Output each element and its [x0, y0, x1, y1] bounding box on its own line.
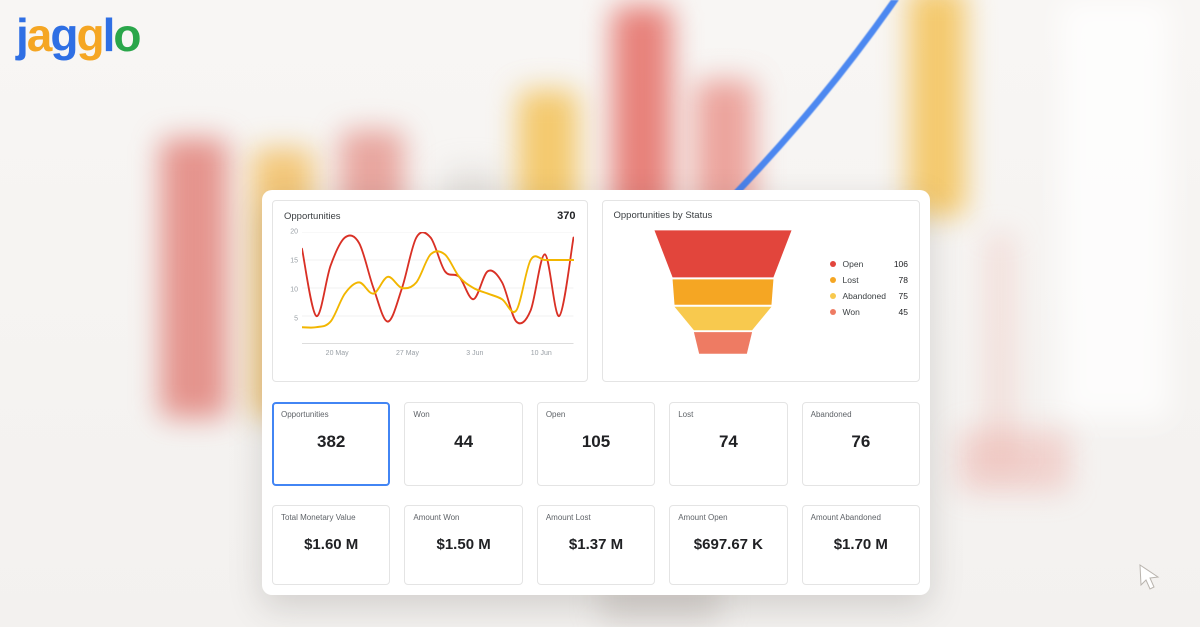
- legend-value: 106: [893, 259, 908, 269]
- amount-card-label: Total Monetary Value: [281, 513, 356, 522]
- logo-letter: a: [26, 9, 53, 61]
- legend-label: Abandoned: [842, 291, 887, 301]
- stat-card-label: Open: [545, 409, 566, 419]
- stat-card-value: 76: [851, 431, 871, 451]
- amount-card-value: $1.50 M: [436, 536, 491, 553]
- stat-card-value: 74: [718, 431, 738, 451]
- amount-card-1[interactable]: Amount Won $1.50 M: [404, 505, 523, 585]
- logo-letter: o: [113, 9, 141, 61]
- x-tick: 10 Jun: [530, 350, 552, 357]
- stat-card-value: 382: [317, 431, 346, 451]
- amount-card-label: Amount Won: [413, 513, 460, 522]
- legend-value: 75: [898, 291, 908, 301]
- x-axis-labels: 20 May 27 May 3 Jun 10 Jun: [302, 350, 576, 357]
- amount-card-0[interactable]: Total Monetary Value $1.60 M: [272, 505, 391, 585]
- amount-card-value: $1.60 M: [304, 536, 359, 553]
- line-chart-area: 20 15 10 5: [290, 229, 574, 348]
- amount-card-value: $1.70 M: [833, 536, 888, 553]
- logo-letter: j: [16, 9, 29, 61]
- opportunities-chart-panel: Opportunities 370 20 15 10 5 20 May 27 M…: [272, 200, 588, 382]
- bg-blob-pink: [958, 430, 1070, 492]
- funnel-legend: Open 106 Lost 78 Abandoned 75: [829, 259, 908, 317]
- y-tick: 5: [294, 315, 298, 323]
- opportunities-panel-title: Opportunities: [284, 210, 341, 222]
- legend-item-won: Won 45: [829, 307, 908, 317]
- legend-label: Lost: [842, 275, 859, 285]
- bg-bar-red-1: [160, 138, 228, 418]
- bg-bar-yellow-2: [908, 0, 966, 216]
- legend-dot-won: [829, 309, 836, 315]
- legend-label: Won: [842, 307, 860, 317]
- mouse-cursor: [1139, 564, 1160, 590]
- legend-item-abandoned: Abandoned 75: [829, 291, 908, 301]
- amount-card-value: $1.37 M: [568, 536, 624, 553]
- stat-card-label: Lost: [678, 409, 694, 419]
- legend-value: 45: [898, 307, 908, 317]
- logo-letter: g: [50, 9, 78, 61]
- legend-value: 78: [898, 275, 908, 285]
- x-tick: 27 May: [395, 350, 419, 357]
- legend-dot-abandoned: [829, 293, 836, 299]
- stat-card-value: 105: [581, 431, 611, 451]
- amount-card-4[interactable]: Amount Abandoned $1.70 M: [801, 505, 921, 585]
- x-tick: 20 May: [325, 350, 349, 357]
- amount-card-label: Amount Lost: [545, 513, 591, 522]
- legend-item-lost: Lost 78: [829, 275, 908, 285]
- status-funnel-panel: Opportunities by Status Open 106 Lost: [601, 200, 920, 382]
- legend-dot-open: [829, 261, 836, 267]
- amount-cards-row: Total Monetary Value $1.60 M Amount Won …: [272, 505, 921, 585]
- bg-bar-pink: [985, 232, 1015, 470]
- legend-label: Open: [842, 259, 864, 269]
- stat-card-label: Opportunities: [281, 409, 329, 419]
- charts-row: Opportunities 370 20 15 10 5 20 May 27 M…: [272, 200, 920, 382]
- amount-card-2[interactable]: Amount Lost $1.37 M: [536, 505, 656, 585]
- legend-dot-lost: [829, 277, 836, 283]
- count-cards-row: Opportunities 382 Won 44 Open 105 Lost 7…: [272, 401, 921, 486]
- bg-column-white: [1060, 0, 1170, 420]
- funnel-chart: [653, 230, 792, 354]
- amount-card-label: Amount Abandoned: [810, 513, 881, 522]
- stat-card-1[interactable]: Won 44: [404, 401, 523, 486]
- stat-card-2[interactable]: Open 105: [536, 401, 656, 486]
- stat-card-0[interactable]: Opportunities 382: [272, 401, 391, 486]
- x-tick: 3 Jun: [466, 350, 484, 357]
- line-chart: [302, 232, 574, 344]
- y-tick: 15: [290, 257, 298, 265]
- stat-card-label: Won: [413, 409, 430, 419]
- y-tick: 10: [290, 286, 298, 294]
- stat-card-label: Abandoned: [810, 409, 852, 419]
- y-tick: 20: [290, 228, 298, 236]
- amount-card-value: $697.67 K: [693, 536, 764, 553]
- status-panel-title: Opportunities by Status: [613, 210, 713, 221]
- brand-logo: jagglo: [16, 8, 141, 63]
- logo-letter: l: [102, 9, 116, 61]
- stat-card-3[interactable]: Lost 74: [669, 401, 788, 486]
- legend-item-open: Open 106: [829, 259, 908, 269]
- dashboard-card: Opportunities 370 20 15 10 5 20 May 27 M…: [262, 190, 930, 595]
- amount-card-label: Amount Open: [678, 513, 728, 522]
- amount-card-3[interactable]: Amount Open $697.67 K: [669, 505, 788, 585]
- funnel-chart-area: Open 106 Lost 78 Abandoned 75: [614, 227, 908, 361]
- stat-card-value: 44: [454, 431, 474, 451]
- opportunities-total-value: 370: [557, 210, 576, 222]
- stat-card-4[interactable]: Abandoned 76: [801, 401, 921, 486]
- logo-letter: g: [76, 9, 104, 61]
